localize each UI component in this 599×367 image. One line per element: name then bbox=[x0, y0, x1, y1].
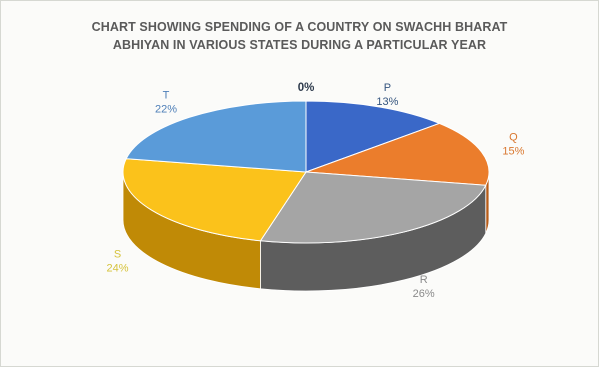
percent-label: 26% bbox=[413, 288, 435, 300]
data-label-zero: 0% bbox=[298, 82, 315, 94]
pie-label-s: S 24% bbox=[106, 249, 128, 275]
category-label: Q bbox=[509, 132, 518, 144]
pie-slice-r bbox=[259, 171, 487, 244]
category-label: R bbox=[420, 274, 428, 286]
pie-slice-q bbox=[305, 122, 490, 186]
pie-slice-p bbox=[305, 100, 441, 173]
pie-label-p: P 13% bbox=[376, 82, 398, 108]
chart-title-line-1: CHART SHOWING SPENDING OF A COUNTRY ON S… bbox=[91, 20, 508, 34]
chart-title: CHART SHOWING SPENDING OF A COUNTRY ON S… bbox=[0, 18, 599, 54]
pie-label-q: Q 15% bbox=[502, 132, 524, 158]
pie-label-r: R 26% bbox=[413, 274, 435, 300]
pie-slice-t bbox=[125, 100, 307, 173]
percent-label: 15% bbox=[502, 146, 524, 158]
pie-label-t: T 22% bbox=[155, 89, 177, 115]
pie-slice-s bbox=[122, 158, 307, 242]
percent-label: 13% bbox=[376, 96, 398, 108]
percent-label: 22% bbox=[155, 103, 177, 115]
category-label: T bbox=[163, 89, 170, 101]
category-label: S bbox=[114, 249, 121, 261]
category-label: P bbox=[384, 82, 391, 94]
chart-title-line-2: ABHIYAN IN VARIOUS STATES DURING A PARTI… bbox=[112, 38, 487, 52]
percent-label: 24% bbox=[106, 263, 128, 275]
